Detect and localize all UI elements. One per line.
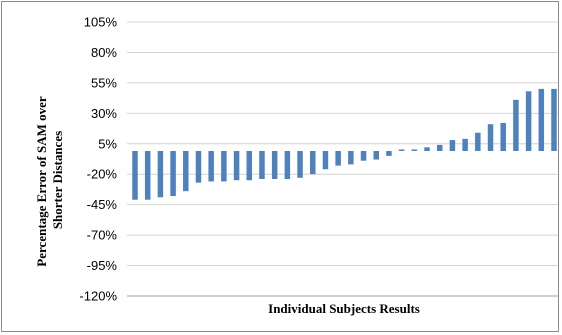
- bar: [411, 149, 418, 151]
- bar: [170, 151, 176, 197]
- bar: [183, 151, 189, 192]
- bar: [360, 151, 367, 161]
- y-tick-label: 80%: [91, 45, 117, 60]
- bar: [195, 151, 202, 183]
- y-tick-label: 105%: [84, 15, 118, 30]
- bar: [221, 151, 227, 182]
- y-tick-label: -95%: [87, 258, 118, 273]
- bar: [487, 124, 494, 151]
- bar: [475, 132, 481, 151]
- y-tick-label: 30%: [91, 106, 117, 121]
- y-tick-label: 55%: [91, 75, 117, 90]
- bar: [449, 140, 456, 151]
- bar: [538, 88, 545, 151]
- bar: [386, 151, 392, 156]
- y-axis-label: Percentage Error of SAM over Shorter Dis…: [34, 93, 65, 266]
- gridlines: [127, 21, 558, 267]
- bar: [424, 147, 430, 151]
- bar: [297, 151, 303, 178]
- y-axis-label-line-1: Percentage Error of SAM over: [34, 96, 49, 267]
- x-axis-label: Individual Subjects Results: [268, 301, 420, 316]
- y-axis-label-line-2: Shorter Distances: [50, 131, 65, 229]
- y-tick-label: -45%: [87, 197, 118, 212]
- bar: [132, 151, 138, 200]
- bar: [157, 151, 164, 198]
- bar: [348, 151, 354, 165]
- bar: [436, 144, 443, 151]
- bar: [208, 151, 214, 182]
- bar: [335, 151, 341, 166]
- bar: [462, 138, 468, 151]
- bar: [398, 149, 405, 151]
- bar: [525, 91, 532, 151]
- bar: [246, 151, 253, 181]
- bar: [500, 122, 506, 151]
- bar: [271, 151, 278, 180]
- y-tick-label: 5%: [98, 136, 117, 151]
- bar: [144, 151, 151, 200]
- bar: [310, 151, 316, 175]
- bars: [132, 88, 557, 200]
- y-tick-label: -20%: [87, 167, 118, 182]
- bar: [322, 151, 329, 170]
- bar: [373, 151, 379, 160]
- bar: [284, 151, 291, 180]
- bar: [551, 88, 557, 151]
- y-tick-label: -120%: [79, 289, 117, 304]
- bar: [233, 151, 240, 181]
- y-tick-label: -70%: [87, 228, 118, 243]
- bar: [513, 99, 519, 151]
- bar: [259, 151, 265, 180]
- y-tick-labels: 105% 80% 55% 30% 5% -20% -45% -70% -95% -120%: [79, 15, 117, 304]
